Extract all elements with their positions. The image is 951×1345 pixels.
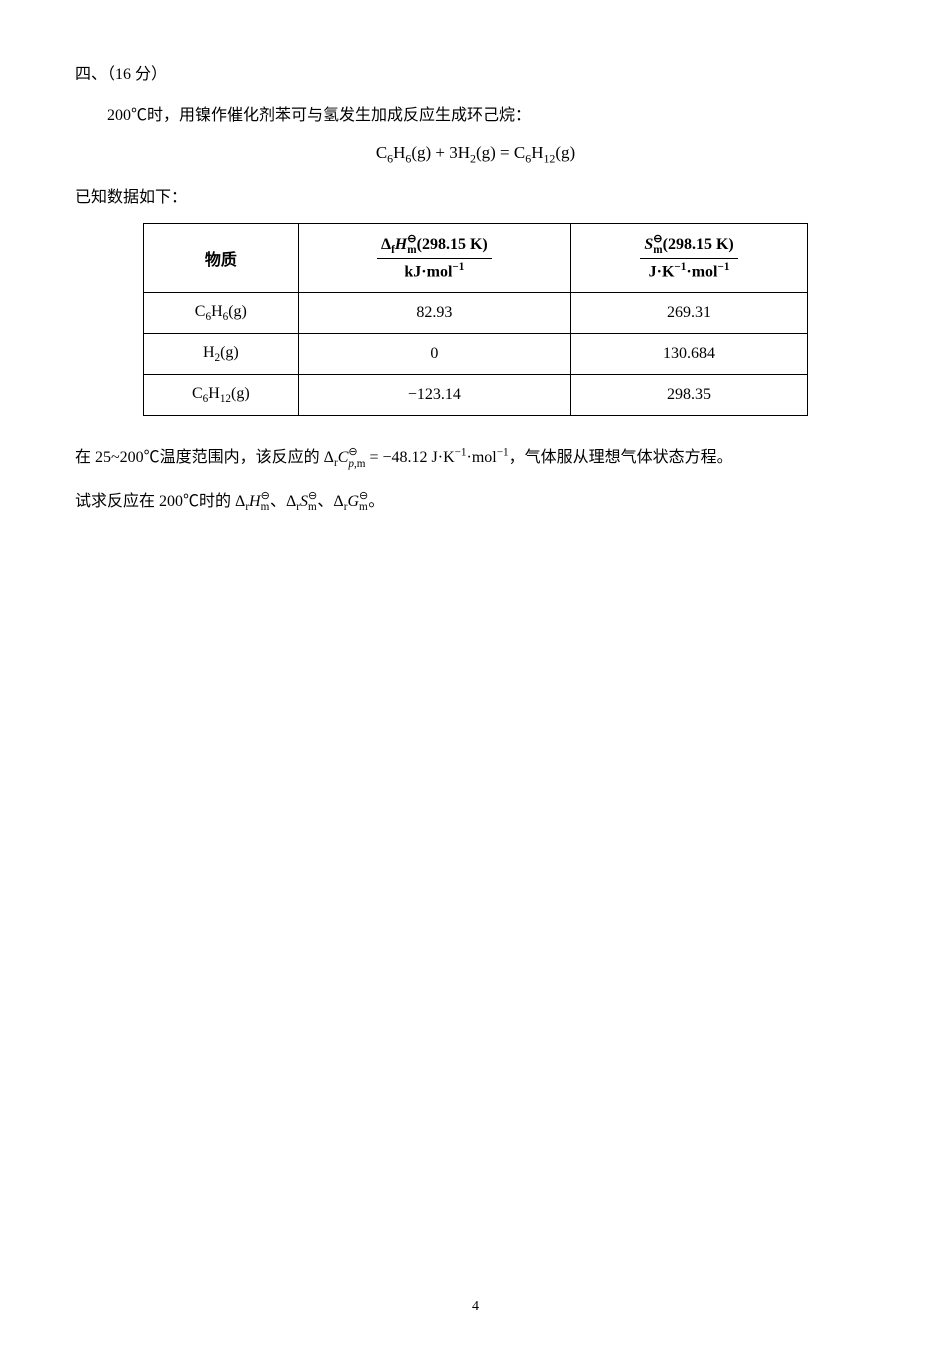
- reaction-equation: C6H6(g) + 3H2(g) = C6H12(g): [75, 143, 876, 166]
- cell-enthalpy: −123.14: [298, 375, 571, 416]
- col-header-substance: 物质: [144, 223, 299, 292]
- page-number: 4: [472, 1299, 479, 1315]
- cell-substance: H2(g): [144, 333, 299, 374]
- condition-text: 在 25~200℃温度范围内，该反应的 ΔrC⊖p,m = −48.12 J·K…: [75, 440, 876, 476]
- cell-substance: C6H12(g): [144, 375, 299, 416]
- cell-entropy: 130.684: [571, 333, 808, 374]
- question-text: 试求反应在 200℃时的 ΔrH⊖m、ΔrS⊖m、ΔrG⊖m。: [75, 484, 876, 520]
- data-table: 物质 ΔfH⊖m(298.15 K)kJ·mol−1 S⊖m(298.15 K)…: [143, 223, 808, 416]
- col-header-entropy: S⊖m(298.15 K)J·K−1·mol−1: [571, 223, 808, 292]
- data-label: 已知数据如下：: [75, 184, 876, 213]
- table-row: H2(g) 0 130.684: [144, 333, 808, 374]
- cell-entropy: 298.35: [571, 375, 808, 416]
- cell-substance: C6H6(g): [144, 292, 299, 333]
- table-row: C6H12(g) −123.14 298.35: [144, 375, 808, 416]
- col-header-enthalpy: ΔfH⊖m(298.15 K)kJ·mol−1: [298, 223, 571, 292]
- table-header-row: 物质 ΔfH⊖m(298.15 K)kJ·mol−1 S⊖m(298.15 K)…: [144, 223, 808, 292]
- cell-enthalpy: 0: [298, 333, 571, 374]
- cell-enthalpy: 82.93: [298, 292, 571, 333]
- cell-entropy: 269.31: [571, 292, 808, 333]
- table-row: C6H6(g) 82.93 269.31: [144, 292, 808, 333]
- intro-text: 200℃时，用镍作催化剂苯可与氢发生加成反应生成环己烷：: [75, 102, 876, 131]
- section-title: 四、（16 分）: [75, 60, 876, 84]
